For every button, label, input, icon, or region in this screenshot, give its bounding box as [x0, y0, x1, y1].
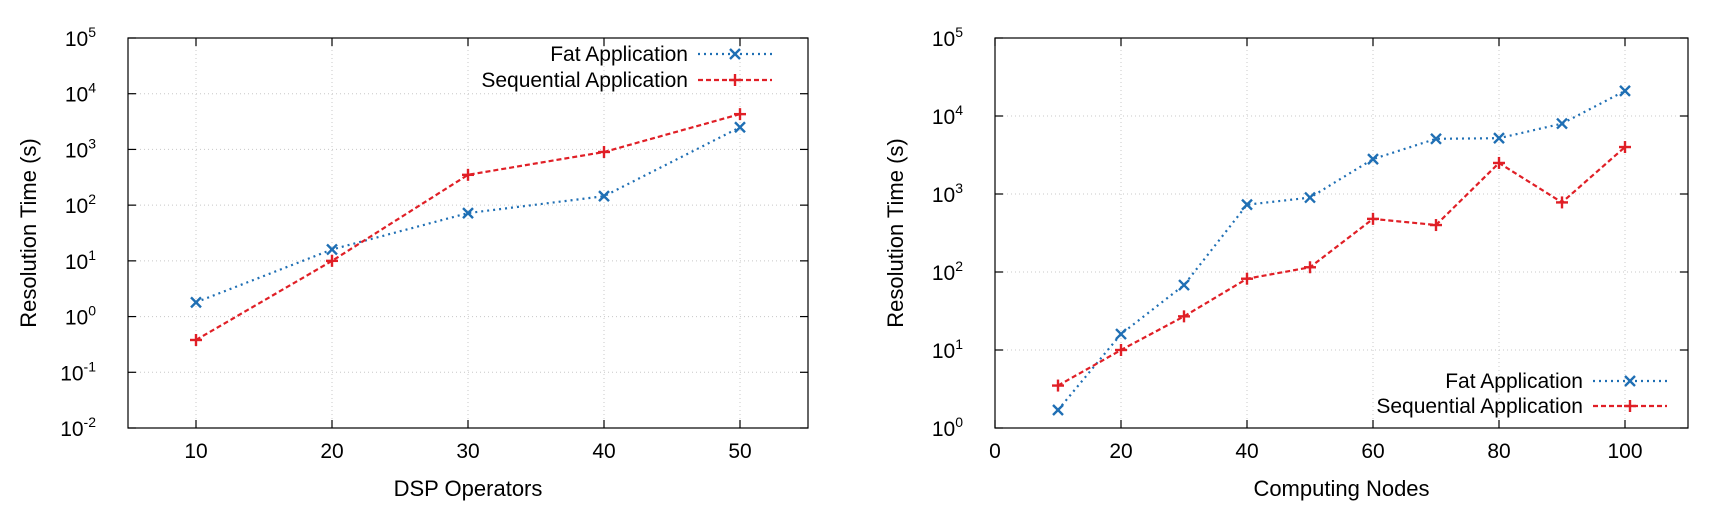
data-point-sequential	[326, 254, 338, 267]
legend-label: Sequential Application	[1376, 395, 1583, 418]
data-point-fat	[462, 207, 474, 219]
y-tick-label: 104	[65, 80, 96, 107]
legend-marker	[1624, 400, 1636, 412]
chart-panel-2: 0 20 40 60 80 100 100 101 102 103 104 105 Computing …	[883, 24, 1689, 501]
data-point-sequential	[1493, 156, 1505, 169]
legend-entry-fat: Fat Application	[1445, 370, 1667, 393]
data-point-sequential	[1052, 379, 1064, 392]
x-tick-label: 20	[320, 440, 343, 463]
legend-label: Fat Application	[550, 43, 688, 66]
x-axis-label: DSP Operators	[394, 476, 543, 501]
y-tick-label: 10-2	[60, 414, 96, 441]
series-sequential	[1052, 141, 1631, 392]
x-tick-label: 20	[1109, 440, 1132, 463]
y-tick-label: 102	[65, 191, 96, 218]
x-tick-label: 30	[456, 440, 479, 463]
data-point-sequential	[1430, 219, 1442, 232]
y-axis-label: Resolution Time (s)	[883, 138, 908, 328]
grid-lines	[128, 37, 808, 429]
series-fat	[1052, 85, 1631, 416]
grid-lines	[994, 37, 1688, 429]
x-tick-label: 40	[592, 440, 615, 463]
data-point-sequential	[734, 108, 746, 121]
data-point-sequential	[1367, 212, 1379, 225]
legend-entry-sequential: Sequential Application	[481, 69, 772, 92]
data-point-fat	[1430, 132, 1442, 145]
data-point-fat	[326, 243, 338, 256]
x-tick-label: 60	[1361, 440, 1384, 463]
series-line-fat	[195, 126, 741, 304]
data-point-sequential	[1556, 196, 1568, 209]
y-tick-label: 105	[65, 24, 96, 51]
data-point-sequential	[1241, 272, 1253, 285]
data-point-fat	[598, 190, 610, 203]
legend-marker	[1624, 375, 1636, 387]
legend-label: Sequential Application	[481, 69, 688, 92]
y-tick-label: 101	[65, 247, 96, 274]
y-tick-label: 103	[932, 180, 963, 207]
x-axis-label: Computing Nodes	[1253, 476, 1429, 501]
y-tick-label: 102	[932, 258, 963, 285]
data-point-sequential	[1178, 310, 1190, 323]
series-line-fat	[1057, 89, 1626, 411]
legend-label: Fat Application	[1445, 370, 1583, 393]
data-point-fat	[1556, 117, 1568, 130]
data-point-fat	[1367, 153, 1379, 165]
data-point-sequential	[1115, 344, 1127, 356]
x-tick-label: 0	[989, 440, 1001, 463]
chart-panel-1: 10 20 30 40 50 10-2 10-1 100 101 102 103 104 105 DSP …	[16, 24, 809, 501]
data-point-sequential	[1619, 141, 1631, 154]
data-point-fat	[734, 121, 746, 134]
data-point-sequential	[190, 333, 202, 346]
data-point-sequential	[462, 168, 474, 181]
data-point-fat	[1619, 85, 1631, 97]
y-tick-label: 10-1	[60, 358, 96, 385]
legend-entry-sequential: Sequential Application	[1376, 395, 1667, 418]
x-tick-label: 40	[1235, 440, 1258, 463]
data-point-fat	[190, 296, 202, 309]
x-tick-label: 50	[728, 440, 751, 463]
data-point-fat	[1052, 404, 1064, 416]
series-fat	[190, 121, 746, 309]
y-axis-label: Resolution Time (s)	[16, 138, 41, 328]
series-line-sequential	[195, 113, 741, 341]
plot-frame	[127, 37, 809, 429]
x-tick-label: 100	[1607, 440, 1642, 463]
data-point-fat	[1304, 191, 1316, 204]
x-tick-label: 80	[1487, 440, 1510, 463]
series-sequential	[190, 108, 746, 346]
x-tick-label: 10	[184, 440, 207, 463]
series-line-sequential	[1057, 146, 1626, 387]
data-point-sequential	[1304, 261, 1316, 274]
y-tick-label: 100	[932, 414, 963, 441]
y-tick-label: 103	[65, 135, 96, 162]
y-tick-label: 104	[932, 102, 963, 129]
data-point-fat	[1178, 279, 1190, 291]
data-point-fat	[1115, 328, 1127, 340]
data-point-fat	[1493, 132, 1505, 145]
y-tick-label: 100	[65, 303, 96, 330]
legend-marker	[729, 74, 741, 86]
data-point-sequential	[598, 145, 610, 158]
y-tick-label: 101	[932, 336, 963, 363]
plot-frame	[994, 37, 1689, 429]
legend-marker	[729, 48, 741, 60]
y-tick-label: 105	[932, 24, 963, 51]
legend-entry-fat: Fat Application	[550, 43, 772, 66]
data-point-fat	[1241, 198, 1253, 211]
